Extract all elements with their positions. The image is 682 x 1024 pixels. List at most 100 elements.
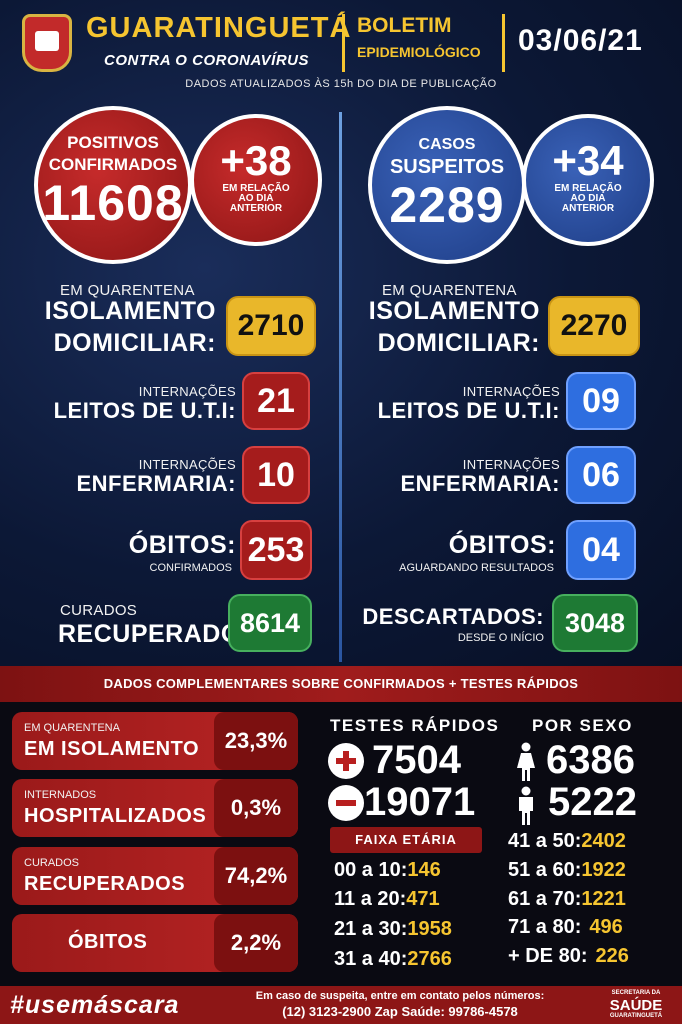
confirmed-ward-small: INTERNAÇÕES xyxy=(138,457,236,472)
age-row: 00 a 10:146 xyxy=(334,859,441,882)
age-row: 51 a 60:1922 xyxy=(508,859,626,882)
pct-value: 23,3% xyxy=(214,712,298,770)
hashtag: #usemáscara xyxy=(10,991,180,1019)
confirmed-icu-value: 21 xyxy=(242,372,310,430)
plus-icon xyxy=(328,743,364,779)
suspected-quarantine-label: EM QUARENTENA xyxy=(382,282,517,299)
confirmed-isolation-label-1: ISOLAMENTO xyxy=(44,297,216,325)
pct-box-recovered: CURADOS RECUPERADOS 74,2% xyxy=(12,847,298,905)
confirmed-icu-small: INTERNAÇÕES xyxy=(138,384,236,399)
pct-small: CURADOS xyxy=(24,857,80,869)
age-row: + DE 80: 226 xyxy=(508,945,629,968)
pct-small: EM QUARENTENA xyxy=(24,722,120,734)
suspected-total: 2289 xyxy=(389,177,505,233)
suspected-isolation-label-1: ISOLAMENTO xyxy=(368,297,540,325)
age-value: 226 xyxy=(595,945,629,967)
age-value: 1958 xyxy=(407,918,452,940)
confirmed-isolation-label-2: DOMICILIAR: xyxy=(53,329,216,357)
delta-note: EM RELAÇÃO xyxy=(222,183,290,194)
delta-note: AO DIA xyxy=(238,193,274,204)
secretaria-logo-line1: SECRETARIA DA xyxy=(611,990,661,996)
bulletin-date: 03/06/21 xyxy=(518,24,643,57)
discarded-label: DESCARTADOS: xyxy=(362,604,544,629)
minus-icon xyxy=(328,785,364,821)
rapid-positive: 7504 xyxy=(372,738,461,782)
suspected-isolation-value: 2270 xyxy=(548,296,640,356)
suspected-deaths-small: AGUARDANDO RESULTADOS xyxy=(399,562,554,574)
secretaria-logo-line3: GUARATINGUETÁ xyxy=(609,1013,663,1019)
pct-label: EM ISOLAMENTO xyxy=(24,738,200,760)
cured-small: CURADOS xyxy=(60,602,138,619)
pct-label: ÓBITOS xyxy=(68,931,148,953)
age-value: 471 xyxy=(406,888,440,910)
age-value: 496 xyxy=(589,916,623,938)
secretaria-logo-line2: SAÚDE xyxy=(609,997,663,1014)
pct-label: RECUPERADOS xyxy=(24,873,186,895)
confirmed-label-2: CONFIRMADOS xyxy=(48,155,178,174)
age-range: 00 a 10: xyxy=(334,859,408,881)
header-divider-2 xyxy=(502,14,505,72)
suspected-ward-small: INTERNAÇÕES xyxy=(462,457,560,472)
age-value: 2402 xyxy=(581,830,626,852)
rapid-negative: 19071 xyxy=(364,780,476,824)
complementary-banner: DADOS COMPLEMENTARES SOBRE CONFIRMADOS +… xyxy=(0,666,682,702)
age-range: 11 a 20: xyxy=(334,888,407,910)
pct-label: HOSPITALIZADOS xyxy=(24,805,207,827)
delta-note: EM RELAÇÃO xyxy=(554,183,622,194)
confirmed-total-circle: POSITIVOS CONFIRMADOS 11608 xyxy=(34,106,192,264)
suspected-delta-circle: +34 EM RELAÇÃO AO DIA ANTERIOR xyxy=(522,114,654,246)
suspected-isolation-label-2: DOMICILIAR: xyxy=(377,329,540,357)
complementary-banner-text: DADOS COMPLEMENTARES SOBRE CONFIRMADOS +… xyxy=(103,676,579,691)
age-row: 41 a 50:2402 xyxy=(508,830,626,853)
age-range: 31 a 40: xyxy=(334,948,408,970)
rapid-tests-title: TESTES RÁPIDOS xyxy=(330,716,500,735)
city-crest-logo xyxy=(22,14,72,72)
pct-value: 0,3% xyxy=(214,779,298,837)
confirmed-delta: +38 xyxy=(220,137,292,184)
age-range: 51 a 60: xyxy=(508,859,582,881)
city-title: GUARATINGUETÁ xyxy=(86,12,352,44)
suspected-icu-small: INTERNAÇÕES xyxy=(462,384,560,399)
confirmed-icu-label: LEITOS DE U.T.I: xyxy=(53,398,236,423)
confirmed-isolation-value: 2710 xyxy=(226,296,316,356)
suspected-deaths-value: 04 xyxy=(566,520,636,580)
center-divider xyxy=(339,112,342,662)
age-row: 11 a 20:471 xyxy=(334,888,440,911)
discarded-value: 3048 xyxy=(552,594,638,652)
age-range: + DE 80: xyxy=(508,945,588,967)
bulletin-subtitle: EPIDEMIOLÓGICO xyxy=(357,44,481,60)
sex-title: POR SEXO xyxy=(532,716,633,735)
age-range: 41 a 50: xyxy=(508,830,582,852)
confirmed-ward-label: ENFERMARIA: xyxy=(76,471,236,496)
pct-box-hospitalized: INTERNADOS HOSPITALIZADOS 0,3% xyxy=(12,779,298,837)
suspected-total-circle: CASOS SUSPEITOS 2289 xyxy=(368,106,526,264)
confirmed-deaths-small: CONFIRMADOS xyxy=(149,562,233,574)
footer xyxy=(0,986,682,1024)
update-note: DADOS ATUALIZADOS ÀS 15h DO DIA DE PUBLI… xyxy=(185,78,497,90)
suspected-icu-label: LEITOS DE U.T.I: xyxy=(377,398,560,423)
confirmed-quarantine-label: EM QUARENTENA xyxy=(60,282,195,299)
subtitle: CONTRA O CORONAVÍRUS xyxy=(104,52,309,69)
suspected-ward-value: 06 xyxy=(566,446,636,504)
cured-value: 8614 xyxy=(228,594,312,652)
suspected-ward-label: ENFERMARIA: xyxy=(400,471,560,496)
suspected-label-1: CASOS xyxy=(418,136,476,153)
confirmed-delta-circle: +38 EM RELAÇÃO AO DIA ANTERIOR xyxy=(190,114,322,246)
age-value: 2766 xyxy=(407,948,452,970)
header-divider xyxy=(342,14,345,72)
male-icon xyxy=(519,786,533,825)
confirmed-deaths-label: ÓBITOS: xyxy=(128,531,236,559)
bulletin-title: BOLETIM xyxy=(357,14,452,37)
age-value: 1221 xyxy=(581,888,626,910)
pct-value: 74,2% xyxy=(214,847,298,905)
age-row: 61 a 70:1221 xyxy=(508,888,626,911)
age-value: 1922 xyxy=(581,859,626,881)
age-range: 61 a 70: xyxy=(508,888,582,910)
age-range-title: FAIXA ETÁRIA xyxy=(330,827,482,853)
contact-note: Em caso de suspeita, entre em contato pe… xyxy=(255,990,545,1002)
delta-note: AO DIA xyxy=(570,193,606,204)
age-row: 21 a 30:1958 xyxy=(334,918,452,941)
pct-value: 2,2% xyxy=(214,914,298,972)
contact-phones: (12) 3123-2900 Zap Saúde: 99786-4578 xyxy=(282,1004,518,1019)
suspected-delta: +34 xyxy=(552,137,624,184)
